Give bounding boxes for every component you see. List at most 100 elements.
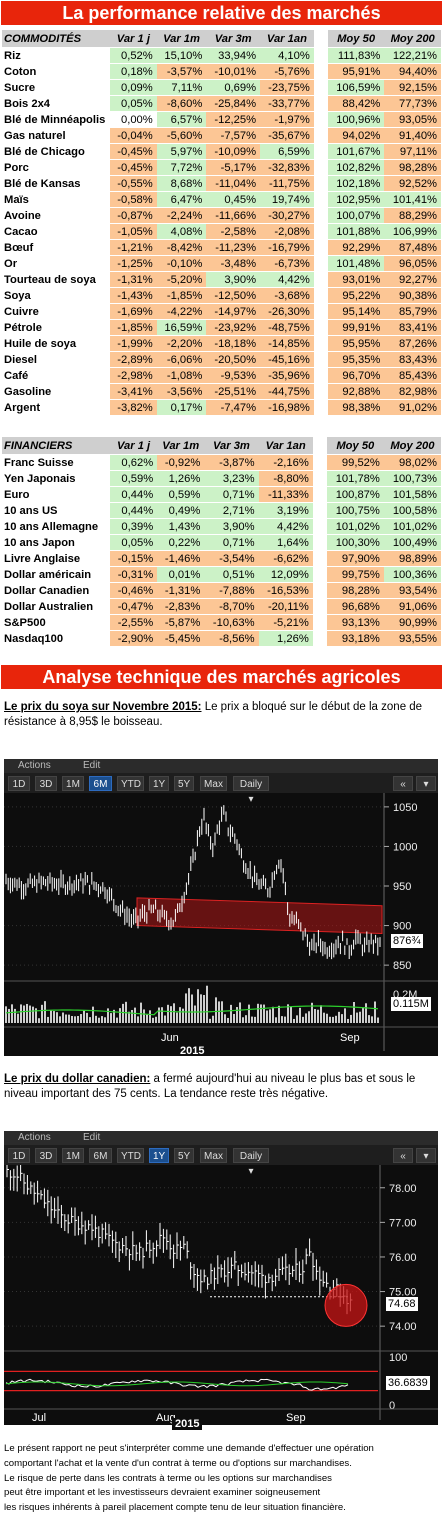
row-label: Maïs [4,193,29,206]
table-row: Blé de Chicago -0,45% 5,97% -10,09% 6,59% 101… [2,144,441,159]
table-row: Yen Japonais 0,59% 1,26% 3,23% -8,80% 101,78%… [2,471,441,486]
cell-value: -14,85% [260,336,314,351]
edit-menu[interactable]: Edit [83,760,101,771]
highlight-circle [324,1283,368,1327]
tab-3d[interactable]: 3D [35,1148,57,1163]
cell-value: 122,21% [384,48,441,63]
collapse-icon[interactable]: « [393,1148,413,1163]
tab-3d[interactable]: 3D [35,776,57,791]
cell-value: 0,45% [206,192,261,207]
cell-value: 100,07% [327,208,385,223]
chart-menu: Actions Edit [4,1131,438,1145]
disclaimer: Le présent rapport ne peut s'interpréter… [4,1442,439,1516]
cad-chart: Actions Edit 1D 3D 1M 6M YTD 1Y 5Y Max Daily ▾ «… [4,1131,438,1425]
column-header: Var 1m [157,437,205,454]
cell-value: 88,42% [327,96,385,111]
cell-value: -45,16% [260,352,314,367]
tab-5y[interactable]: 5Y [174,1148,194,1163]
actions-menu[interactable]: Actions [18,760,51,771]
column-header: Moy 200 [384,30,441,47]
row-label: Porc [4,161,29,174]
cell-value: -0,58% [110,192,157,207]
cell-value: 0,01% [157,567,205,582]
cell-value: -23,92% [206,320,261,335]
table-row: Dollar Australien -0,47% -2,83% -8,70% -20,1… [2,599,441,614]
cell-value: 99,91% [327,320,385,335]
row-label: Huile de soya [4,337,77,350]
table-row: Or -1,25% -0,10% -3,48% -6,73% 101,48% 96,05% [2,256,441,271]
column-header: Moy 200 [383,437,441,454]
column-header: Var 1m [156,30,207,47]
tab-1y[interactable]: 1Y [149,1148,169,1163]
row-label: Or [4,257,18,270]
cell-value: 96,70% [327,368,385,383]
cell-value: -1,31% [157,583,205,598]
tab-1m[interactable]: 1M [62,776,84,791]
tab-ytd[interactable]: YTD [117,776,144,791]
cell-value: 98,38% [327,400,385,415]
tab-1d[interactable]: 1D [8,1148,30,1163]
cell-value: 95,95% [327,336,385,351]
cell-value: -0,10% [156,256,207,271]
tab-1d[interactable]: 1D [8,776,30,791]
table-row: Riz 0,52% 15,10% 33,94% 4,10% 111,83% 122,21% [2,48,441,63]
cell-value: -20,50% [206,352,261,367]
collapse-icon[interactable]: « [393,776,413,791]
cell-value: 92,88% [327,384,385,399]
volume-average-line [5,1005,379,1016]
cell-value: -33,77% [260,96,314,111]
cell-value: 0,22% [157,535,205,550]
cell-value: -18,18% [206,336,261,351]
cell-value: -32,83% [260,160,314,175]
cell-value: 2,71% [204,503,259,518]
cell-value: 0,69% [206,80,261,95]
tab-1y[interactable]: 1Y [149,776,169,791]
cell-value: 101,67% [327,144,385,159]
column-header: Moy 50 [326,437,384,454]
tab-daily[interactable]: Daily ▾ [233,776,269,805]
dropdown-icon[interactable]: ▾ [416,776,436,791]
tab-1m[interactable]: 1M [62,1148,84,1163]
cell-value: 0,44% [110,503,158,518]
row-label: Coton [4,65,37,78]
tab-ytd[interactable]: YTD [117,1148,144,1163]
cell-value: 0,59% [157,487,205,502]
column-header: Var 3m [204,437,259,454]
cell-value: 1,26% [258,631,313,646]
cell-value: -14,97% [206,304,261,319]
actions-menu[interactable]: Actions [18,1132,51,1143]
x-axis-label: Jun [161,1032,179,1044]
row-label: Diesel [4,353,37,366]
table-row: Huile de soya -1,99% -2,20% -18,18% -14,85% 9… [2,336,441,351]
tab-max[interactable]: Max [200,776,227,791]
cell-value: 8,68% [156,176,207,191]
cell-value: 91,40% [384,128,441,143]
cell-value: -1,21% [110,240,157,255]
cell-value: 0,51% [204,567,259,582]
cell-value: -3,41% [110,384,157,399]
tab-6m[interactable]: 6M [89,776,112,791]
cell-value: -5,87% [157,615,205,630]
tab-daily[interactable]: Daily ▾ [233,1148,269,1177]
cell-value: -2,55% [110,615,158,630]
dropdown-icon[interactable]: ▾ [416,1148,436,1163]
row-label: Café [4,369,29,382]
cell-value: -11,04% [206,176,261,191]
cell-value: -0,55% [110,176,157,191]
row-label: Avoine [4,209,41,222]
cell-value: -3,68% [260,288,314,303]
cell-value: 93,01% [327,272,385,287]
cell-value: 92,29% [327,240,385,255]
cell-value: -1,46% [157,551,205,566]
row-label: 10 ans Allemagne [4,520,99,533]
tab-6m[interactable]: 6M [89,1148,112,1163]
cell-value: 77,73% [384,96,441,111]
column-header: Var 1an [260,30,314,47]
edit-menu[interactable]: Edit [83,1132,101,1143]
cell-value: 6,47% [156,192,207,207]
cell-value: 101,02% [326,519,384,534]
cell-value: -2,90% [110,631,158,646]
cad-price-tag: 74.68 [386,1297,418,1311]
tab-5y[interactable]: 5Y [174,776,194,791]
tab-max[interactable]: Max [200,1148,227,1163]
